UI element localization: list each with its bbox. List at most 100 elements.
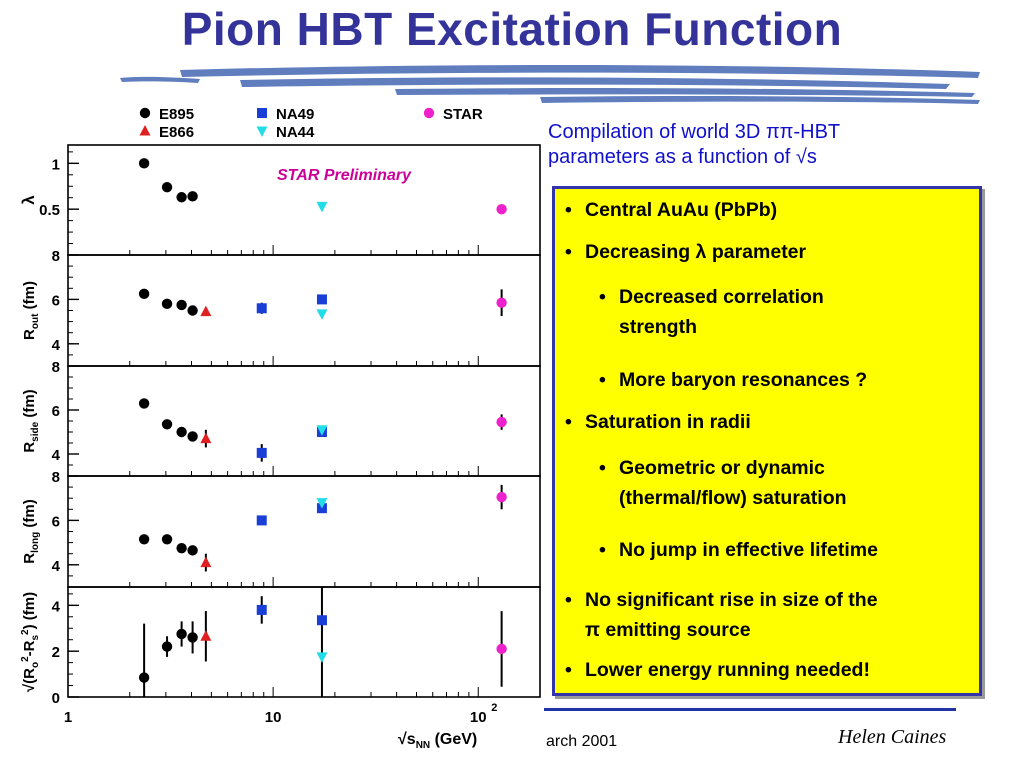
y-axis-label-part: √(R	[21, 668, 38, 692]
bullet-2: • Decreasing λ parameter	[565, 241, 807, 263]
data-point-e895	[161, 181, 173, 193]
bullet-5: • Lower energy running needed!	[565, 659, 870, 681]
data-point-e895	[161, 641, 173, 652]
data-point-na44	[316, 201, 328, 213]
y-axis-label-part: R	[21, 442, 38, 453]
data-point-star	[496, 203, 507, 215]
data-point-e895	[161, 298, 173, 310]
data-point-na49	[316, 294, 327, 305]
y-axis-label-part: out	[30, 313, 41, 329]
x-tick-label: 1	[64, 709, 72, 726]
data-point-na49	[256, 604, 267, 615]
data-point-e895	[187, 305, 198, 316]
star-preliminary-label: STAR Preliminary	[277, 167, 412, 184]
slide-title: Pion HBT Excitation Function	[181, 3, 843, 55]
data-point-e895	[138, 158, 150, 169]
sub-bullet-3: • Geometric or dynamic (thermal/flow) satu…	[599, 457, 847, 509]
legend-label-e866: E866	[159, 124, 194, 141]
bullet-3: • Saturation in radii	[565, 411, 751, 433]
data-point-star	[496, 643, 507, 655]
y-tick-label: 6	[52, 513, 60, 530]
data-point-e895	[138, 288, 150, 300]
legend-label-na49: NA49	[276, 106, 314, 123]
sub-bullet-2: • More baryon resonances ?	[599, 369, 868, 391]
panel-frame-4	[67, 475, 541, 588]
footer-author: Helen Caines	[838, 726, 947, 748]
y-tick-label: 0	[52, 690, 60, 707]
data-point-e895	[176, 542, 187, 554]
footer-divider	[544, 708, 956, 711]
y-axis-label-part: R	[21, 553, 38, 564]
data-point-e866	[200, 432, 212, 444]
panel-frame-3	[67, 365, 541, 477]
y-axis-label-part: λ	[19, 195, 38, 205]
y-axis-label-part: o	[30, 662, 41, 668]
panel-frame-5	[67, 586, 541, 698]
x-axis-label-part: NN	[416, 740, 430, 751]
y-tick-label: 1	[52, 156, 60, 173]
legend-marker-star	[423, 107, 435, 119]
legend-label-star: STAR	[443, 106, 483, 123]
y-axis-label-part: (fm)	[21, 499, 38, 532]
y-tick-label: 6	[52, 292, 60, 309]
data-point-e895	[161, 534, 173, 545]
data-point-e895	[176, 426, 187, 438]
x-axis-label: √sNN (GeV)	[398, 731, 477, 751]
x-axis-label-part: √s	[398, 731, 416, 748]
data-point-e895	[187, 191, 198, 202]
data-point-na49	[316, 615, 327, 626]
y-axis-label-part: R	[21, 329, 38, 340]
y-tick-label: 4	[52, 558, 61, 575]
y-axis-label-part: ) (fm)	[21, 592, 38, 630]
data-point-e895	[187, 545, 198, 556]
legend-label-e895: E895	[159, 106, 194, 123]
data-point-e895	[138, 672, 150, 683]
caption-line-2: parameters as a function of √s	[548, 146, 817, 168]
data-point-e895	[161, 419, 173, 430]
y-axis-label-2: Rout (fm)	[21, 281, 41, 340]
data-point-e895	[187, 632, 198, 643]
data-point-e866	[200, 305, 212, 317]
summary-box: • Central AuAu (PbPb) • Decreasing λ param…	[552, 186, 982, 696]
data-point-star	[496, 297, 507, 308]
data-point-na49	[256, 303, 267, 314]
data-point-e895	[187, 431, 198, 442]
y-tick-label: 6	[52, 403, 60, 420]
data-point-e895	[176, 299, 187, 311]
panel-frame-1	[67, 144, 541, 256]
caption-line-1: Compilation of world 3D ππ-HBT	[548, 121, 841, 143]
caption: Compilation of world 3D ππ-HBT parameter…	[548, 120, 928, 170]
data-point-e895	[176, 192, 187, 203]
data-point-na49	[256, 447, 267, 458]
y-tick-label: 8	[52, 359, 60, 376]
title-underline-streaks	[120, 65, 980, 104]
sub-bullet-1: • Decreased correlation strength	[599, 286, 824, 338]
x-tick-label-exponent: 2	[491, 702, 497, 714]
legend-marker-e866	[139, 125, 151, 136]
legend-marker-na49	[257, 108, 267, 118]
y-axis-label-1: λ	[19, 195, 38, 205]
y-tick-label: 4	[52, 598, 61, 615]
data-point-na44	[316, 652, 328, 663]
footer-date: arch 2001	[546, 733, 618, 750]
y-axis-label-part: 2	[20, 629, 31, 635]
data-point-star	[496, 416, 507, 428]
legend-marker-e895	[139, 107, 151, 119]
data-point-na44	[316, 425, 328, 436]
y-tick-label: 0.5	[39, 202, 60, 219]
y-tick-label: 8	[52, 469, 60, 486]
legend-label-na44: NA44	[276, 124, 315, 141]
y-axis-label-3: Rside (fm)	[21, 389, 41, 452]
x-tick-label: 10	[265, 709, 282, 726]
y-tick-label: 4	[52, 337, 61, 354]
data-point-e895	[138, 534, 150, 545]
panel-frame-2	[67, 254, 541, 367]
y-axis-label-part: -R	[21, 640, 38, 656]
y-tick-label: 2	[52, 644, 60, 661]
y-axis-label-part: (fm)	[21, 281, 38, 314]
y-axis-label-part: 2	[20, 656, 31, 662]
y-axis-label-4: Rlong (fm)	[21, 499, 41, 563]
y-axis-label-part: long	[30, 532, 41, 553]
data-point-na44	[316, 498, 328, 509]
